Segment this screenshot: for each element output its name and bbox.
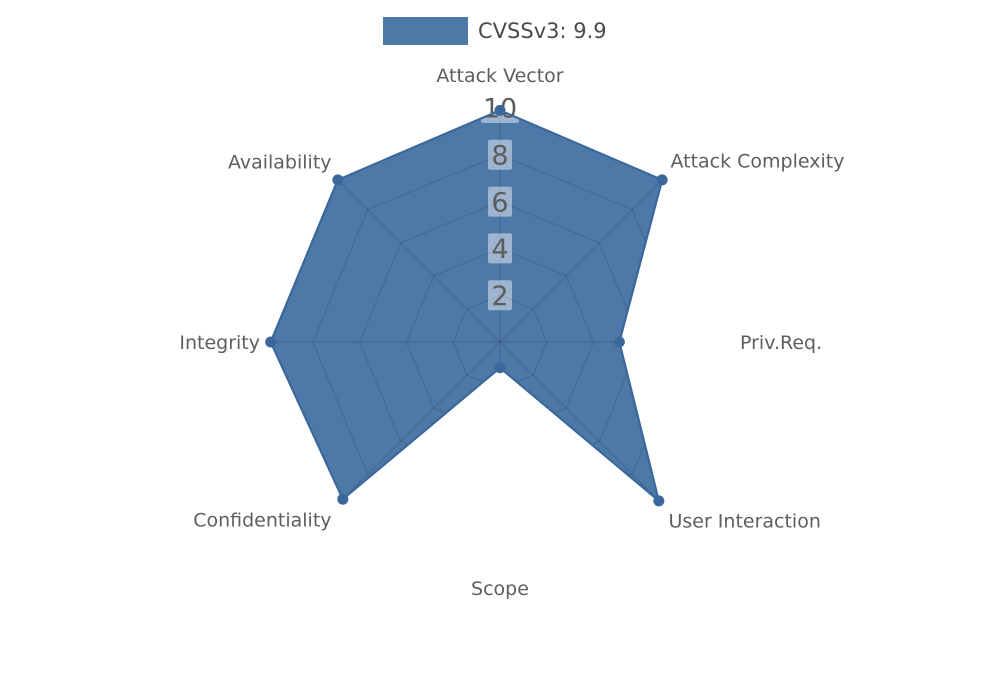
vertex-marker <box>494 104 506 116</box>
axis-label-user-interaction: User Interaction <box>668 510 820 532</box>
tick-box <box>488 280 512 311</box>
vertex-marker <box>265 336 277 348</box>
tick-label: 8 <box>491 141 508 172</box>
vertex-marker <box>656 174 668 186</box>
grid-spoke <box>499 176 663 343</box>
vertex-marker <box>494 362 506 374</box>
axis-label-scope: Scope <box>471 578 529 600</box>
radar-fill-polygon <box>270 110 663 501</box>
axis-label-integrity: Integrity <box>179 332 260 354</box>
tick-label: 2 <box>491 281 508 312</box>
tick-label: 4 <box>491 234 508 265</box>
vertex-marker <box>613 336 625 348</box>
axis-label-priv-req: Priv.Req. <box>740 332 822 354</box>
vertex-marker <box>332 174 344 186</box>
tick-label: 6 <box>491 187 508 218</box>
legend-swatch <box>383 17 468 45</box>
tick-box <box>488 139 512 170</box>
legend-label: CVSSv3: 9.9 <box>478 19 607 43</box>
grid-spoke <box>499 341 663 501</box>
grid-spoke <box>334 176 501 343</box>
axis-label-attack-complexity: Attack Complexity <box>670 150 844 172</box>
axis-label-attack-vector: Attack Vector <box>436 65 563 87</box>
axis-label-availability: Availability <box>228 151 332 173</box>
grid-spoke <box>334 341 501 501</box>
vertex-marker <box>337 493 349 505</box>
tick-box <box>488 233 512 264</box>
axis-label-confidentiality: Confidentiality <box>193 509 331 531</box>
tick-box <box>488 186 512 217</box>
vertex-marker <box>653 495 665 507</box>
legend: CVSSv3: 9.9 <box>383 17 607 45</box>
